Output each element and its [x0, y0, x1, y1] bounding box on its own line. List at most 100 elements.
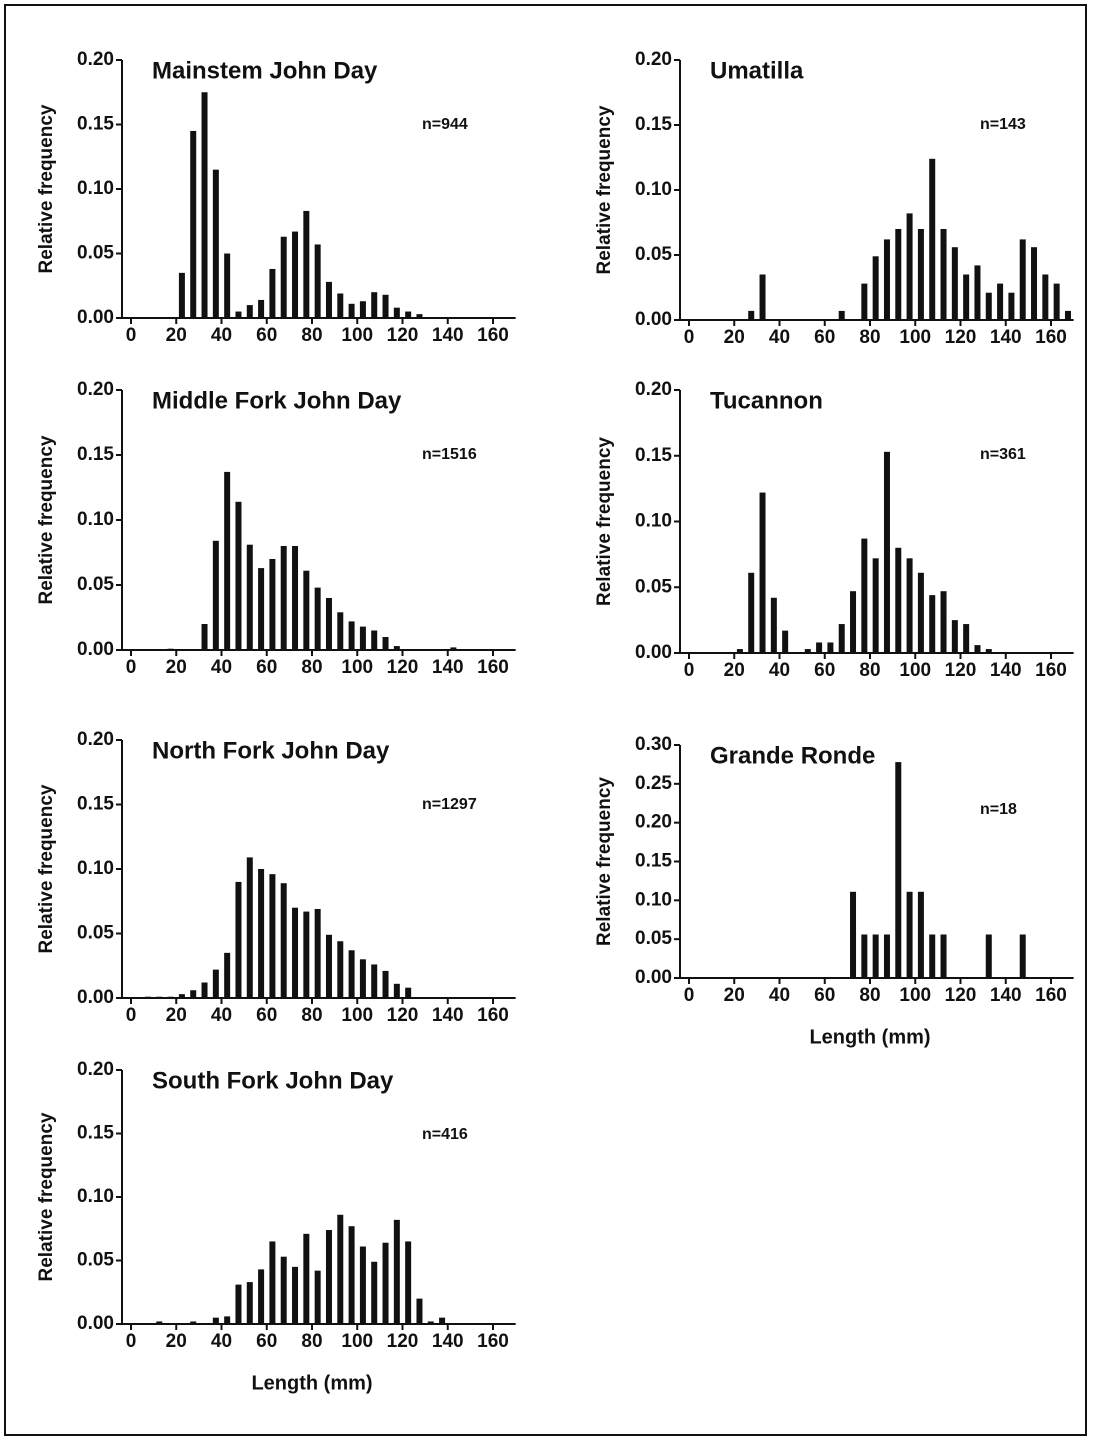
x-tick-label: 120	[387, 1331, 419, 1352]
bar	[895, 547, 902, 653]
y-tick-label: 0.10	[77, 1186, 114, 1207]
bar	[348, 621, 355, 650]
bar	[416, 1298, 423, 1324]
bar	[325, 1230, 332, 1324]
x-tick-label: 120	[945, 660, 977, 681]
bar	[974, 265, 981, 320]
y-axis-label: Relative frequency	[36, 435, 57, 604]
x-tick-label: 160	[1035, 660, 1067, 681]
y-tick-label: 0.15	[77, 794, 114, 815]
x-tick-label: 40	[769, 985, 790, 1006]
bar	[359, 959, 366, 998]
bar	[246, 1282, 253, 1324]
y-tick-label: 0.00	[635, 309, 672, 330]
x-tick-label: 20	[724, 327, 745, 348]
panel-title: North Fork John Day	[152, 737, 390, 764]
bar	[190, 990, 197, 998]
y-axis-label: Relative frequency	[36, 104, 57, 273]
bar	[201, 92, 208, 318]
bar	[258, 568, 265, 650]
bar	[393, 983, 400, 998]
bar	[371, 292, 378, 318]
bar	[940, 229, 947, 320]
bar	[838, 310, 845, 320]
bar	[770, 597, 777, 653]
y-tick-label: 0.10	[635, 179, 672, 200]
bar	[201, 982, 208, 998]
bar	[292, 546, 299, 650]
bar	[1053, 283, 1060, 320]
bar	[224, 1316, 231, 1324]
bar	[235, 311, 242, 318]
bar	[224, 253, 231, 318]
bar	[405, 1241, 412, 1324]
bar	[224, 471, 231, 650]
bar	[303, 570, 310, 650]
y-axis-label: Relative frequency	[36, 784, 57, 953]
panel-title: Umatilla	[710, 57, 804, 84]
x-tick-label: 100	[899, 327, 931, 348]
sample-size: n=1516	[422, 446, 477, 463]
bar	[748, 572, 755, 653]
y-tick-label: 0.15	[635, 851, 672, 872]
sample-size: n=143	[980, 116, 1026, 133]
bar	[235, 501, 242, 650]
x-tick-label: 120	[387, 657, 419, 678]
y-tick-label: 0.20	[77, 379, 114, 400]
bar	[269, 874, 276, 998]
bar	[371, 630, 378, 650]
bar	[269, 559, 276, 650]
bar	[963, 274, 970, 320]
x-tick-label: 100	[341, 1331, 373, 1352]
x-tick-label: 60	[256, 325, 277, 346]
bar	[1019, 934, 1026, 978]
bar	[235, 1284, 242, 1324]
x-tick-label: 0	[126, 1005, 137, 1026]
bar	[393, 307, 400, 318]
bar	[906, 891, 913, 978]
x-tick-label: 40	[769, 327, 790, 348]
x-tick-label: 160	[477, 325, 509, 346]
x-tick-label: 0	[126, 657, 137, 678]
bar	[258, 1269, 265, 1324]
y-tick-label: 0.15	[635, 114, 672, 135]
bar	[178, 994, 185, 998]
x-tick-label: 140	[990, 327, 1022, 348]
x-tick-label: 80	[301, 1005, 322, 1026]
bar	[258, 299, 265, 318]
x-tick-label: 80	[859, 985, 880, 1006]
bar	[178, 272, 185, 318]
x-tick-label: 100	[341, 657, 373, 678]
bar	[382, 970, 389, 998]
bar	[359, 626, 366, 650]
bar	[917, 229, 924, 320]
bar	[292, 907, 299, 998]
x-tick-label: 20	[166, 1331, 187, 1352]
bar	[371, 964, 378, 998]
bar	[929, 595, 936, 653]
bar	[974, 645, 981, 653]
x-tick-label: 80	[301, 657, 322, 678]
bar	[405, 311, 412, 318]
y-tick-label: 0.20	[77, 49, 114, 70]
bar	[382, 294, 389, 318]
bar	[314, 587, 321, 650]
x-tick-label: 0	[684, 327, 695, 348]
y-tick-label: 0.15	[77, 1123, 114, 1144]
sample-size: n=18	[980, 801, 1017, 818]
bar	[895, 762, 902, 978]
y-tick-label: 0.20	[635, 812, 672, 833]
x-tick-label: 160	[1035, 327, 1067, 348]
bar	[246, 857, 253, 998]
panel-title: Mainstem John Day	[152, 57, 378, 84]
y-tick-label: 0.15	[77, 114, 114, 135]
bar	[929, 934, 936, 978]
bar	[190, 1321, 197, 1324]
x-tick-label: 100	[341, 1005, 373, 1026]
panel-title: Grande Ronde	[710, 742, 875, 769]
bar	[883, 934, 890, 978]
x-tick-label: 60	[814, 985, 835, 1006]
x-tick-label: 100	[899, 660, 931, 681]
x-tick-label: 160	[1035, 985, 1067, 1006]
bar	[861, 283, 868, 320]
